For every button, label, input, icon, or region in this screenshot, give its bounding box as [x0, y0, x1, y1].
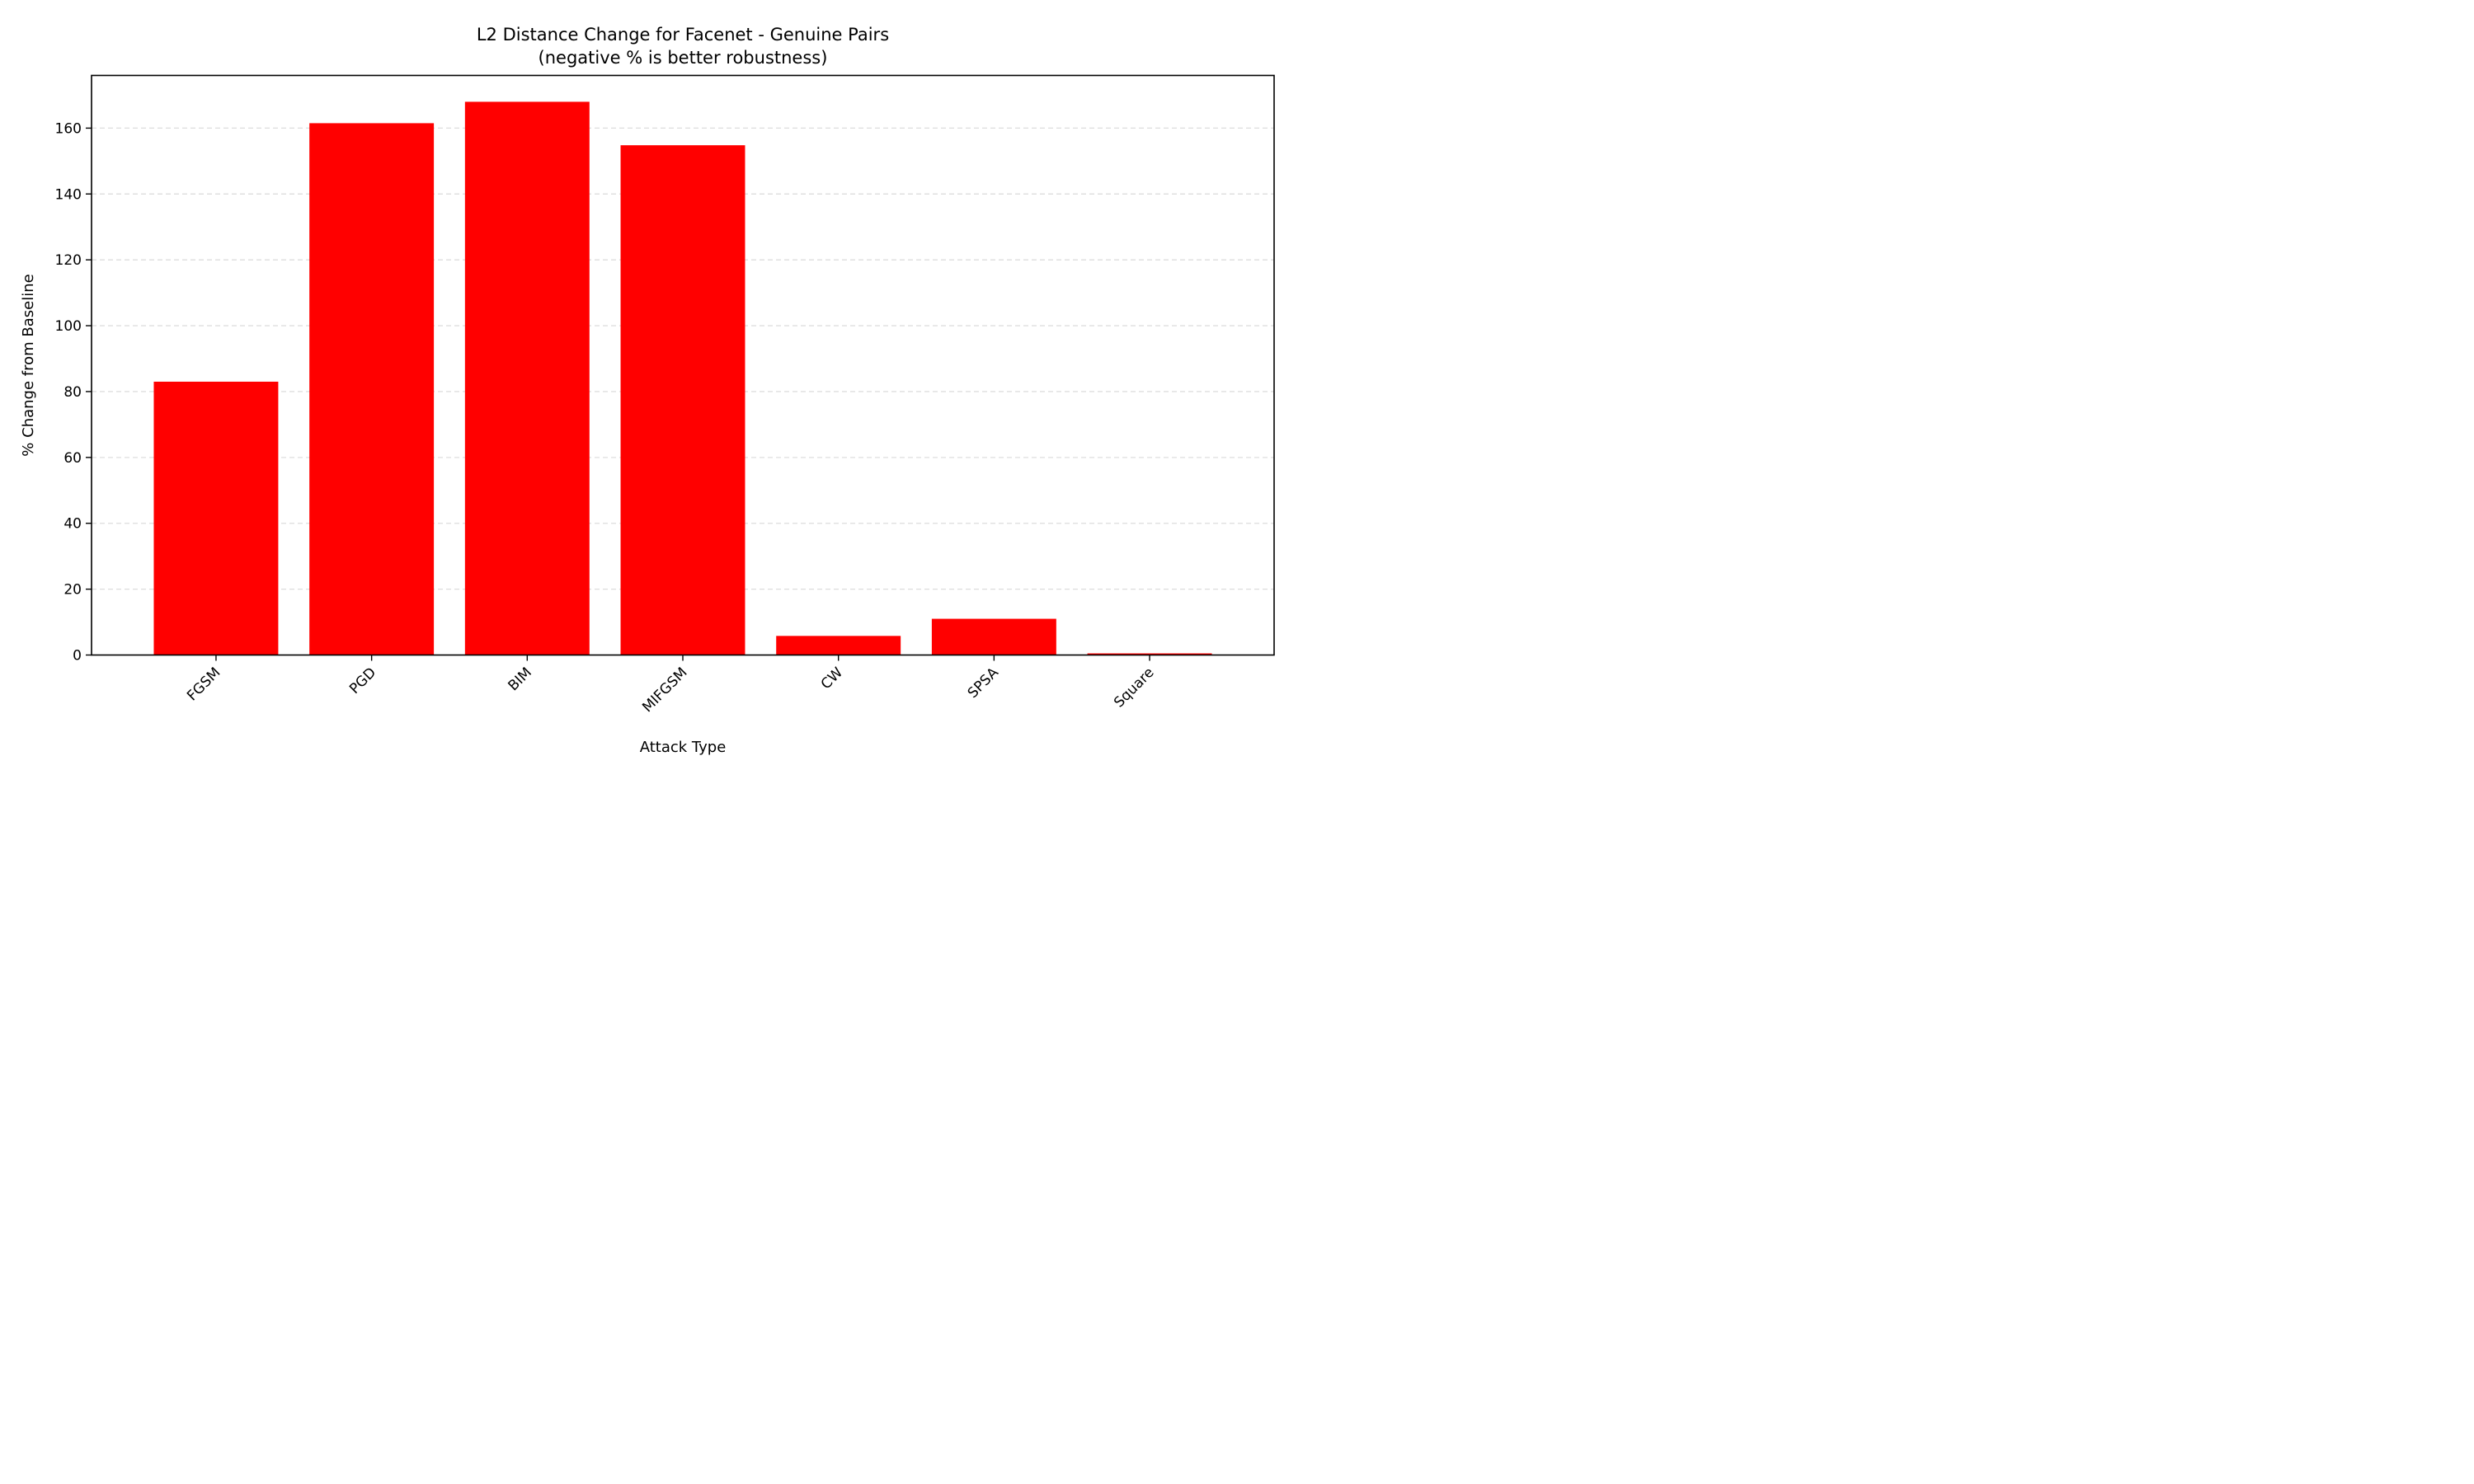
- y-axis-ticks: 0 20 40 60 80 100 120 140 160: [55, 120, 92, 665]
- y-tick-label: 80: [63, 384, 82, 401]
- y-tick-label: 0: [73, 648, 82, 665]
- y-axis-label: % Change from Baseline: [20, 274, 37, 456]
- chart-title: L2 Distance Change for Facenet - Genuine…: [477, 25, 889, 45]
- y-tick-label: 160: [55, 120, 82, 137]
- x-axis-label: Attack Type: [640, 739, 727, 756]
- bar-square: [1087, 653, 1212, 655]
- y-tick-label: 20: [63, 582, 82, 599]
- y-tick-label: 40: [63, 516, 82, 533]
- y-tick-label: 60: [63, 450, 82, 467]
- bar-spsa: [931, 618, 1056, 655]
- bars: [153, 101, 1212, 655]
- bar-mifgsm: [620, 145, 745, 655]
- y-tick-label: 140: [55, 186, 82, 203]
- chart-container: L2 Distance Change for Facenet - Genuine…: [0, 0, 1293, 776]
- chart-subtitle: (negative % is better robustness): [539, 48, 828, 68]
- bar-bim: [464, 101, 590, 655]
- bar-chart: L2 Distance Change for Facenet - Genuine…: [0, 0, 1293, 776]
- bar-cw: [776, 636, 901, 655]
- bar-fgsm: [153, 381, 279, 655]
- y-tick-label: 100: [55, 318, 82, 335]
- y-tick-label: 120: [55, 252, 82, 269]
- bar-pgd: [309, 123, 435, 655]
